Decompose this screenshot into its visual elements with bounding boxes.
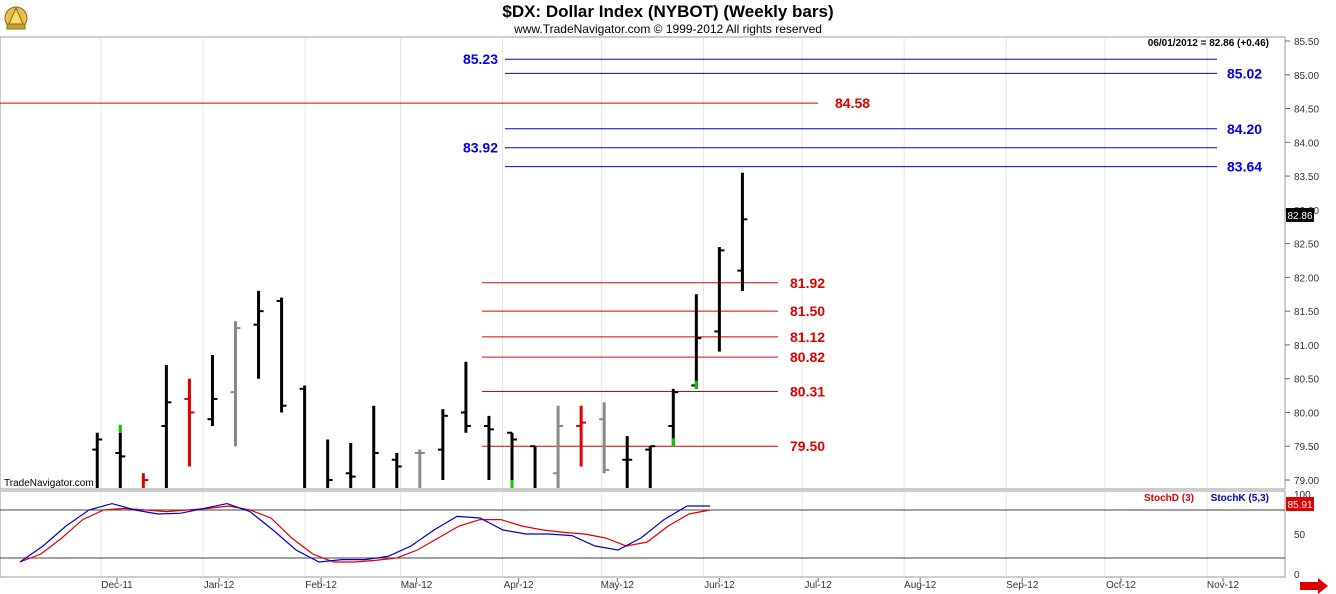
stoch-tick-label: 100 [1294, 490, 1311, 501]
x-tick-label: Sep-12 [1006, 580, 1039, 591]
y-tick-label: 82.00 [1294, 273, 1319, 284]
stoch-tick-label: 50 [1294, 530, 1306, 541]
x-tick-label: Dec-11 [101, 580, 133, 591]
x-tick-label: Jan-12 [204, 580, 235, 591]
stoch-plot-frame [0, 490, 1286, 578]
x-tick-label: Jul-12 [805, 580, 833, 591]
chart-title: $DX: Dollar Index (NYBOT) (Weekly bars) [502, 2, 833, 21]
x-tick-label: Apr-12 [504, 580, 534, 591]
scroll-right-arrow-icon[interactable] [1300, 578, 1328, 594]
last-price-box [1286, 208, 1314, 222]
y-tick-label: 81.00 [1294, 341, 1319, 352]
level-label: 84.20 [1227, 121, 1262, 137]
stochD-legend: StochD (3) [1144, 493, 1194, 504]
y-tick-label: 83.50 [1294, 172, 1319, 183]
level-label: 80.82 [790, 349, 825, 365]
stoch-last-label: 85.91 [1287, 500, 1312, 511]
level-label: 83.92 [463, 140, 498, 156]
stochK-legend: StochK (5,3) [1211, 493, 1269, 504]
x-tick-label: Jun-12 [704, 580, 735, 591]
chart-subtitle: www.TradeNavigator.com © 1999-2012 All r… [513, 22, 822, 36]
watermark: TradeNavigator.com [4, 478, 94, 489]
price-levels: 85.23 85.02 84.58 84.20 83.92 83.64 81.92 81.50… [0, 51, 1262, 454]
y-tick-label: 84.50 [1294, 105, 1319, 116]
x-tick-label: Mar-12 [401, 580, 433, 591]
y-tick-label: 85.50 [1294, 37, 1319, 48]
stochD-line [19, 505, 711, 563]
y-tick-label: 85.00 [1294, 71, 1319, 82]
level-label: 81.12 [790, 329, 825, 345]
y-tick-label: 79.00 [1294, 476, 1319, 487]
y-tick-label: 82.50 [1294, 240, 1319, 251]
stoch-tick-label: 0 [1294, 570, 1300, 581]
level-label: 79.50 [790, 438, 825, 454]
x-tick-label: Nov-12 [1207, 580, 1240, 591]
level-label: 84.58 [835, 95, 870, 111]
time-axis: Dec-11 Jan-12 Feb-12 Mar-12 Apr-12 May-12 Jun-… [101, 578, 1240, 591]
ohlc-bars [92, 172, 748, 488]
x-tick-label: Feb-12 [305, 580, 337, 591]
y-tick-label: 80.50 [1294, 375, 1319, 386]
stoch-last-box [1286, 497, 1314, 511]
y-tick-label: 81.50 [1294, 307, 1319, 318]
level-label: 81.50 [790, 303, 825, 319]
stochK-line [19, 502, 710, 563]
last-info: 06/01/2012 = 82.86 (+0.46) [1148, 38, 1269, 49]
level-label: 81.92 [790, 275, 825, 291]
x-tick-label: Aug-12 [904, 580, 937, 591]
level-label: 85.02 [1227, 65, 1262, 81]
y-tick-label: 80.00 [1294, 408, 1319, 419]
stochastic-panel: 100 50 0 [0, 490, 1311, 581]
y-tick-label: 79.50 [1294, 442, 1319, 453]
level-label: 85.23 [463, 51, 498, 67]
trade-navigator-logo-icon [4, 6, 28, 30]
x-tick-label: Oct-12 [1106, 580, 1136, 591]
y-tick-label: 84.00 [1294, 138, 1319, 149]
level-label: 80.31 [790, 384, 825, 400]
x-tick-label: May-12 [601, 580, 635, 591]
last-price-label: 82.86 [1287, 211, 1312, 222]
price-axis: 85.5085.0084.5084.0083.5083.0082.5082.00… [1285, 37, 1319, 487]
price-plot-frame [0, 36, 1286, 490]
vertical-gridlines [100, 38, 1208, 576]
level-label: 83.64 [1227, 159, 1262, 175]
